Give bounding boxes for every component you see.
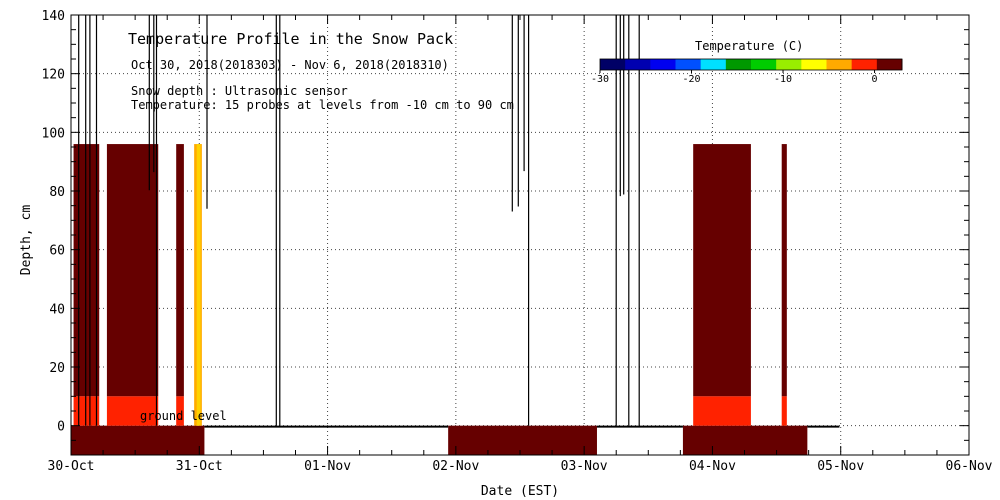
colorbar-swatch: [826, 59, 853, 70]
x-axis-label: Date (EST): [481, 484, 559, 499]
y-tick-label: 0: [57, 420, 65, 435]
colorbar-swatch: [851, 59, 878, 70]
colorbar-swatch: [801, 59, 827, 70]
note-temperature: Temperature: 15 probes at levels from -1…: [131, 98, 514, 112]
temperature-cell: [73, 144, 100, 397]
temperature-cell: [106, 144, 159, 397]
ground-temperature-block: [71, 425, 205, 455]
chart-title: Temperature Profile in the Snow Pack: [128, 30, 453, 48]
x-tick-label: 30-Oct: [48, 459, 95, 474]
snow-depth-trace: [615, 15, 640, 426]
y-tick-label: 140: [42, 9, 65, 24]
x-tick-label: 02-Nov: [432, 459, 479, 474]
snow-depth-trace: [148, 15, 158, 426]
y-tick-label: 60: [49, 244, 65, 259]
snow-temperature-layer: [73, 144, 787, 426]
colorbar-swatch: [876, 59, 903, 70]
ground-temperature-block: [682, 425, 808, 455]
chart-subtitle: Oct 30, 2018(2018303) - Nov 6, 2018(2018…: [131, 58, 449, 72]
x-tick-label: 01-Nov: [304, 459, 351, 474]
snow-depth-trace: [78, 15, 98, 426]
x-tick-labels: 30-Oct 31-Oct 01-Nov 02-Nov 03-Nov 04-Nov 05-N…: [48, 459, 993, 474]
temperature-cell: [176, 396, 184, 426]
note-snow-depth: Snow depth : Ultrasonic sensor: [131, 84, 348, 98]
colorbar-swatch: [751, 59, 777, 70]
colorbar-swatch: [776, 59, 802, 70]
x-tick-label: 31-Oct: [176, 459, 223, 474]
snow-depth-lines: [78, 15, 640, 426]
colorbar-tick-label: -20: [682, 74, 700, 85]
colorbar-tick-label: -30: [591, 74, 609, 85]
ground-level-label: ground level: [140, 409, 227, 423]
colorbar-swatch: [700, 59, 727, 70]
temperature-cell: [73, 396, 100, 426]
temperature-cell: [781, 144, 787, 397]
x-tick-label: 06-Nov: [946, 459, 993, 474]
y-tick-label: 40: [49, 302, 65, 317]
snow-depth-trace: [275, 15, 281, 426]
x-tick-label: 05-Nov: [817, 459, 864, 474]
colorbar-swatch: [600, 59, 626, 70]
temperature-cell: [693, 396, 751, 426]
snow-depth-trace: [511, 15, 530, 426]
x-tick-label: 04-Nov: [689, 459, 736, 474]
temperature-cell: [176, 144, 184, 397]
x-tick-label: 03-Nov: [561, 459, 608, 474]
colorbar-swatch: [675, 59, 702, 70]
y-tick-label: 20: [49, 361, 65, 376]
colorbar-title: Temperature (C): [695, 39, 803, 53]
temperature-cell: [196, 144, 201, 426]
colorbar-swatch: [725, 59, 752, 70]
axis-ticks: [70, 14, 970, 456]
ground-temperature-block: [448, 425, 597, 455]
y-tick-label: 80: [49, 185, 65, 200]
temperature-cell: [106, 396, 159, 426]
colorbar-tick-label: 0: [872, 74, 878, 85]
colorbar-swatch: [625, 59, 651, 70]
y-tick-label: 120: [42, 68, 65, 83]
colorbar: Temperature (C) -30 -20 -10 0: [591, 39, 903, 85]
colorbar-swatch: [650, 59, 676, 70]
colorbar-tick-label: -10: [774, 74, 792, 85]
ground-temperature-layer: [71, 425, 840, 455]
y-tick-label: 100: [42, 126, 65, 141]
y-tick-labels: 0 20 40 60 80 100 120 140: [42, 9, 65, 435]
y-axis-label: Depth, cm: [19, 205, 34, 276]
temperature-cell: [781, 396, 787, 426]
colorbar-frame: [599, 58, 903, 71]
temperature-cell: [693, 144, 751, 397]
